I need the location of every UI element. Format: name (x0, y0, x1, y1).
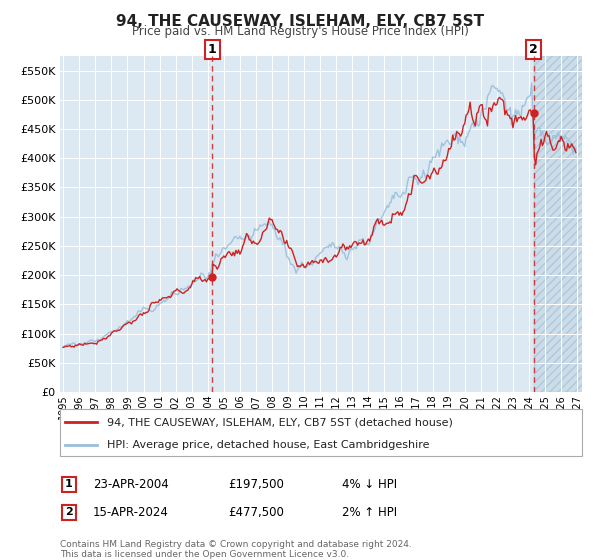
Text: £197,500: £197,500 (228, 478, 284, 491)
Text: 94, THE CAUSEWAY, ISLEHAM, ELY, CB7 5ST: 94, THE CAUSEWAY, ISLEHAM, ELY, CB7 5ST (116, 14, 484, 29)
Text: 1: 1 (208, 43, 217, 56)
Text: Contains HM Land Registry data © Crown copyright and database right 2024.: Contains HM Land Registry data © Crown c… (60, 540, 412, 549)
Text: 94, THE CAUSEWAY, ISLEHAM, ELY, CB7 5ST (detached house): 94, THE CAUSEWAY, ISLEHAM, ELY, CB7 5ST … (107, 417, 453, 427)
Text: HPI: Average price, detached house, East Cambridgeshire: HPI: Average price, detached house, East… (107, 440, 430, 450)
Text: 23-APR-2004: 23-APR-2004 (93, 478, 169, 491)
Text: 4% ↓ HPI: 4% ↓ HPI (342, 478, 397, 491)
Bar (533, 56, 593, 392)
Text: £477,500: £477,500 (228, 506, 284, 519)
Text: 2% ↑ HPI: 2% ↑ HPI (342, 506, 397, 519)
Text: 2: 2 (65, 507, 73, 517)
Text: Price paid vs. HM Land Registry's House Price Index (HPI): Price paid vs. HM Land Registry's House … (131, 25, 469, 38)
Text: 15-APR-2024: 15-APR-2024 (93, 506, 169, 519)
Text: This data is licensed under the Open Government Licence v3.0.: This data is licensed under the Open Gov… (60, 550, 349, 559)
Text: 1: 1 (65, 479, 73, 489)
Text: 2: 2 (529, 43, 538, 56)
